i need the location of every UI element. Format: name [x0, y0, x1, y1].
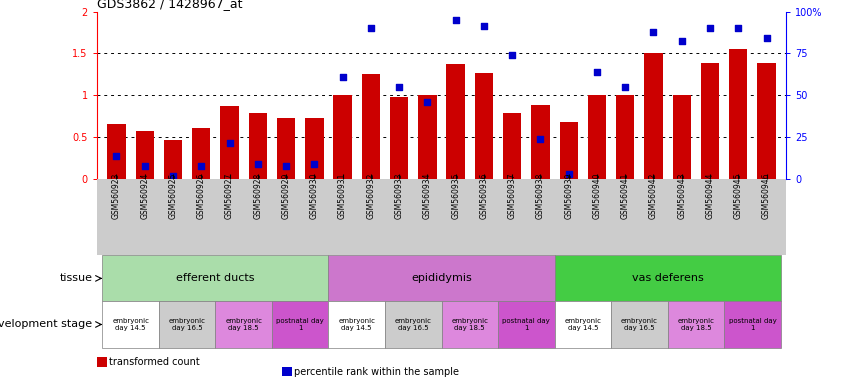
Point	[449, 17, 463, 23]
Point	[759, 35, 773, 41]
Point	[194, 163, 208, 169]
Bar	[724, 301, 780, 348]
Point	[167, 173, 180, 179]
Bar	[474, 73, 493, 179]
Bar	[532, 105, 550, 179]
Point	[336, 74, 349, 80]
Bar	[220, 106, 239, 179]
Bar	[329, 301, 385, 348]
Text: embryonic
day 16.5: embryonic day 16.5	[621, 318, 658, 331]
Bar	[272, 301, 329, 348]
Text: embryonic
day 18.5: embryonic day 18.5	[225, 318, 262, 331]
Point	[647, 29, 660, 35]
Text: transformed count: transformed count	[109, 357, 200, 367]
Bar	[362, 74, 380, 179]
Text: embryonic
day 14.5: embryonic day 14.5	[338, 318, 375, 331]
Point	[590, 69, 604, 75]
Bar	[329, 255, 554, 301]
Text: postnatal day
1: postnatal day 1	[728, 318, 776, 331]
Text: embryonic
day 14.5: embryonic day 14.5	[112, 318, 149, 331]
Text: GDS3862 / 1428967_at: GDS3862 / 1428967_at	[97, 0, 242, 10]
Point	[618, 84, 632, 90]
Bar	[673, 95, 691, 179]
Point	[420, 99, 434, 105]
Text: percentile rank within the sample: percentile rank within the sample	[294, 366, 459, 377]
Text: postnatal day
1: postnatal day 1	[277, 318, 324, 331]
Bar	[503, 113, 521, 179]
Bar	[644, 53, 663, 179]
Bar	[588, 95, 606, 179]
Text: postnatal day
1: postnatal day 1	[502, 318, 550, 331]
Text: development stage: development stage	[0, 319, 93, 329]
Point	[223, 141, 236, 147]
Bar	[103, 255, 329, 301]
Bar	[554, 255, 780, 301]
Bar	[616, 95, 634, 179]
Point	[393, 84, 406, 90]
Text: embryonic
day 18.5: embryonic day 18.5	[677, 318, 714, 331]
Bar	[498, 301, 554, 348]
Bar	[554, 301, 611, 348]
Bar	[333, 95, 352, 179]
Bar	[103, 301, 159, 348]
Point	[308, 161, 321, 167]
Text: epididymis: epididymis	[411, 273, 472, 283]
Bar	[192, 127, 210, 179]
Point	[251, 161, 265, 167]
Point	[534, 136, 547, 142]
Bar	[668, 301, 724, 348]
Point	[562, 171, 575, 177]
Bar	[385, 301, 442, 348]
Bar	[305, 118, 324, 179]
Point	[505, 52, 519, 58]
Bar	[277, 118, 295, 179]
Text: embryonic
day 18.5: embryonic day 18.5	[452, 318, 489, 331]
Bar	[559, 122, 578, 179]
Point	[279, 163, 293, 169]
Text: embryonic
day 16.5: embryonic day 16.5	[394, 318, 431, 331]
Bar	[701, 63, 719, 179]
Bar	[215, 301, 272, 348]
Text: embryonic
day 16.5: embryonic day 16.5	[169, 318, 206, 331]
Bar	[108, 124, 125, 179]
Text: tissue: tissue	[60, 273, 93, 283]
Point	[703, 25, 717, 31]
Bar	[729, 49, 748, 179]
Bar	[758, 63, 775, 179]
Point	[138, 163, 151, 169]
Point	[732, 25, 745, 31]
Bar	[418, 95, 436, 179]
Bar	[390, 97, 409, 179]
Bar	[249, 113, 267, 179]
Bar	[135, 131, 154, 179]
Point	[477, 23, 490, 29]
Bar	[442, 301, 498, 348]
Point	[110, 153, 124, 159]
Bar	[159, 301, 215, 348]
Point	[675, 38, 689, 44]
Bar	[447, 64, 465, 179]
Bar	[611, 301, 668, 348]
Text: embryonic
day 14.5: embryonic day 14.5	[564, 318, 601, 331]
Text: vas deferens: vas deferens	[632, 273, 704, 283]
Point	[364, 25, 378, 31]
Text: efferent ducts: efferent ducts	[176, 273, 255, 283]
Bar	[164, 140, 182, 179]
